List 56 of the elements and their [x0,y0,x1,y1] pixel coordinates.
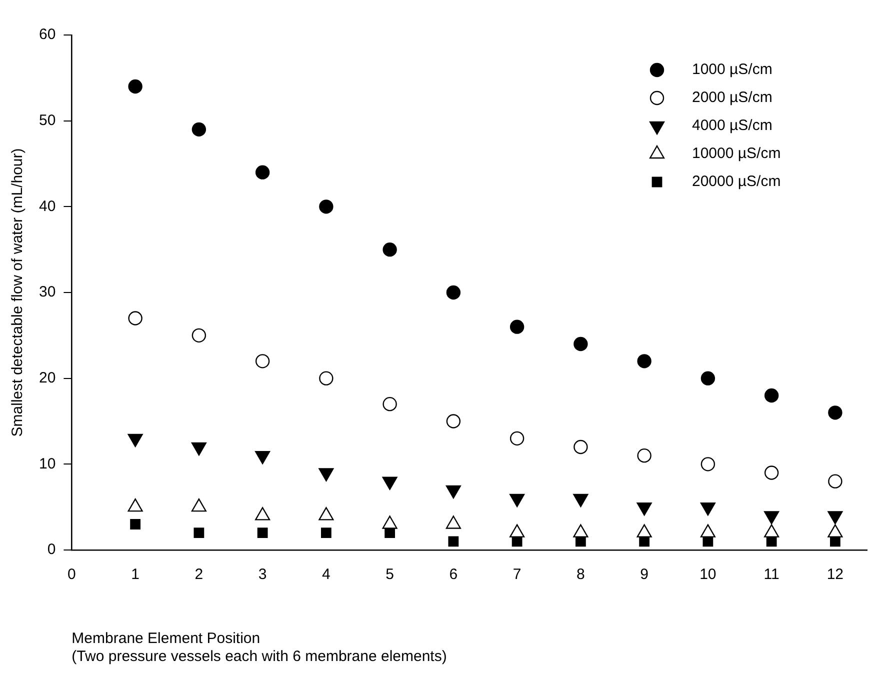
point [446,285,461,300]
point [382,242,397,257]
x-tick-label: 5 [386,566,394,584]
x-tick-label: 7 [512,566,522,584]
legend-label: 1000 µS/cm [692,61,772,78]
point [255,165,270,180]
x-tick-label: 0 [68,566,76,584]
point [510,431,524,446]
point [700,457,716,472]
point [637,354,652,368]
point [764,466,779,480]
x-tick-label: 12 [826,566,844,584]
point [828,474,842,488]
point [382,396,397,412]
y-tick-label: 0 [47,541,56,558]
legend-label: 2000 µS/cm [692,89,772,106]
legend-label: 20000 µS/cm [692,173,781,190]
x-tick-label: 9 [640,566,648,584]
y-tick-label: 10 [38,455,56,472]
point [574,336,588,352]
point [510,320,524,334]
point [637,448,652,463]
x-tick-label: 3 [258,566,267,584]
point [194,528,204,538]
point [128,311,142,326]
x-tick-label: 10 [700,566,716,584]
point [319,371,334,386]
x-axis-title: Membrane Element Position (Two pressure vessels each with 6 membrane elements) [72,630,447,666]
point [828,406,842,420]
y-tick-label: 60 [38,26,56,44]
point [700,371,716,386]
x-tick-label: 2 [194,566,204,584]
point [448,536,459,547]
point [257,528,268,538]
x-tick-label: 1 [131,566,140,584]
x-tick-label: 11 [764,566,780,584]
point [319,200,334,214]
x-tick-label: 6 [449,566,458,584]
point [764,388,779,403]
legend-label: 10000 µS/cm [692,145,781,162]
legend-label: 4000 µS/cm [692,117,772,134]
point [446,414,461,428]
x-tick-label: 8 [576,566,585,584]
x-tick-label: 4 [322,566,330,584]
point [320,528,332,538]
y-tick-label: 50 [38,112,56,129]
point [192,122,206,137]
point [574,440,588,454]
y-tick-label: 30 [38,284,56,301]
point [192,328,206,343]
point [255,354,270,368]
y-axis-title: Smallest detectable flow of water (mL/hour) [9,148,26,437]
point [130,519,141,530]
y-tick-label: 20 [38,369,56,386]
point [128,79,142,94]
y-tick-label: 40 [38,198,56,215]
